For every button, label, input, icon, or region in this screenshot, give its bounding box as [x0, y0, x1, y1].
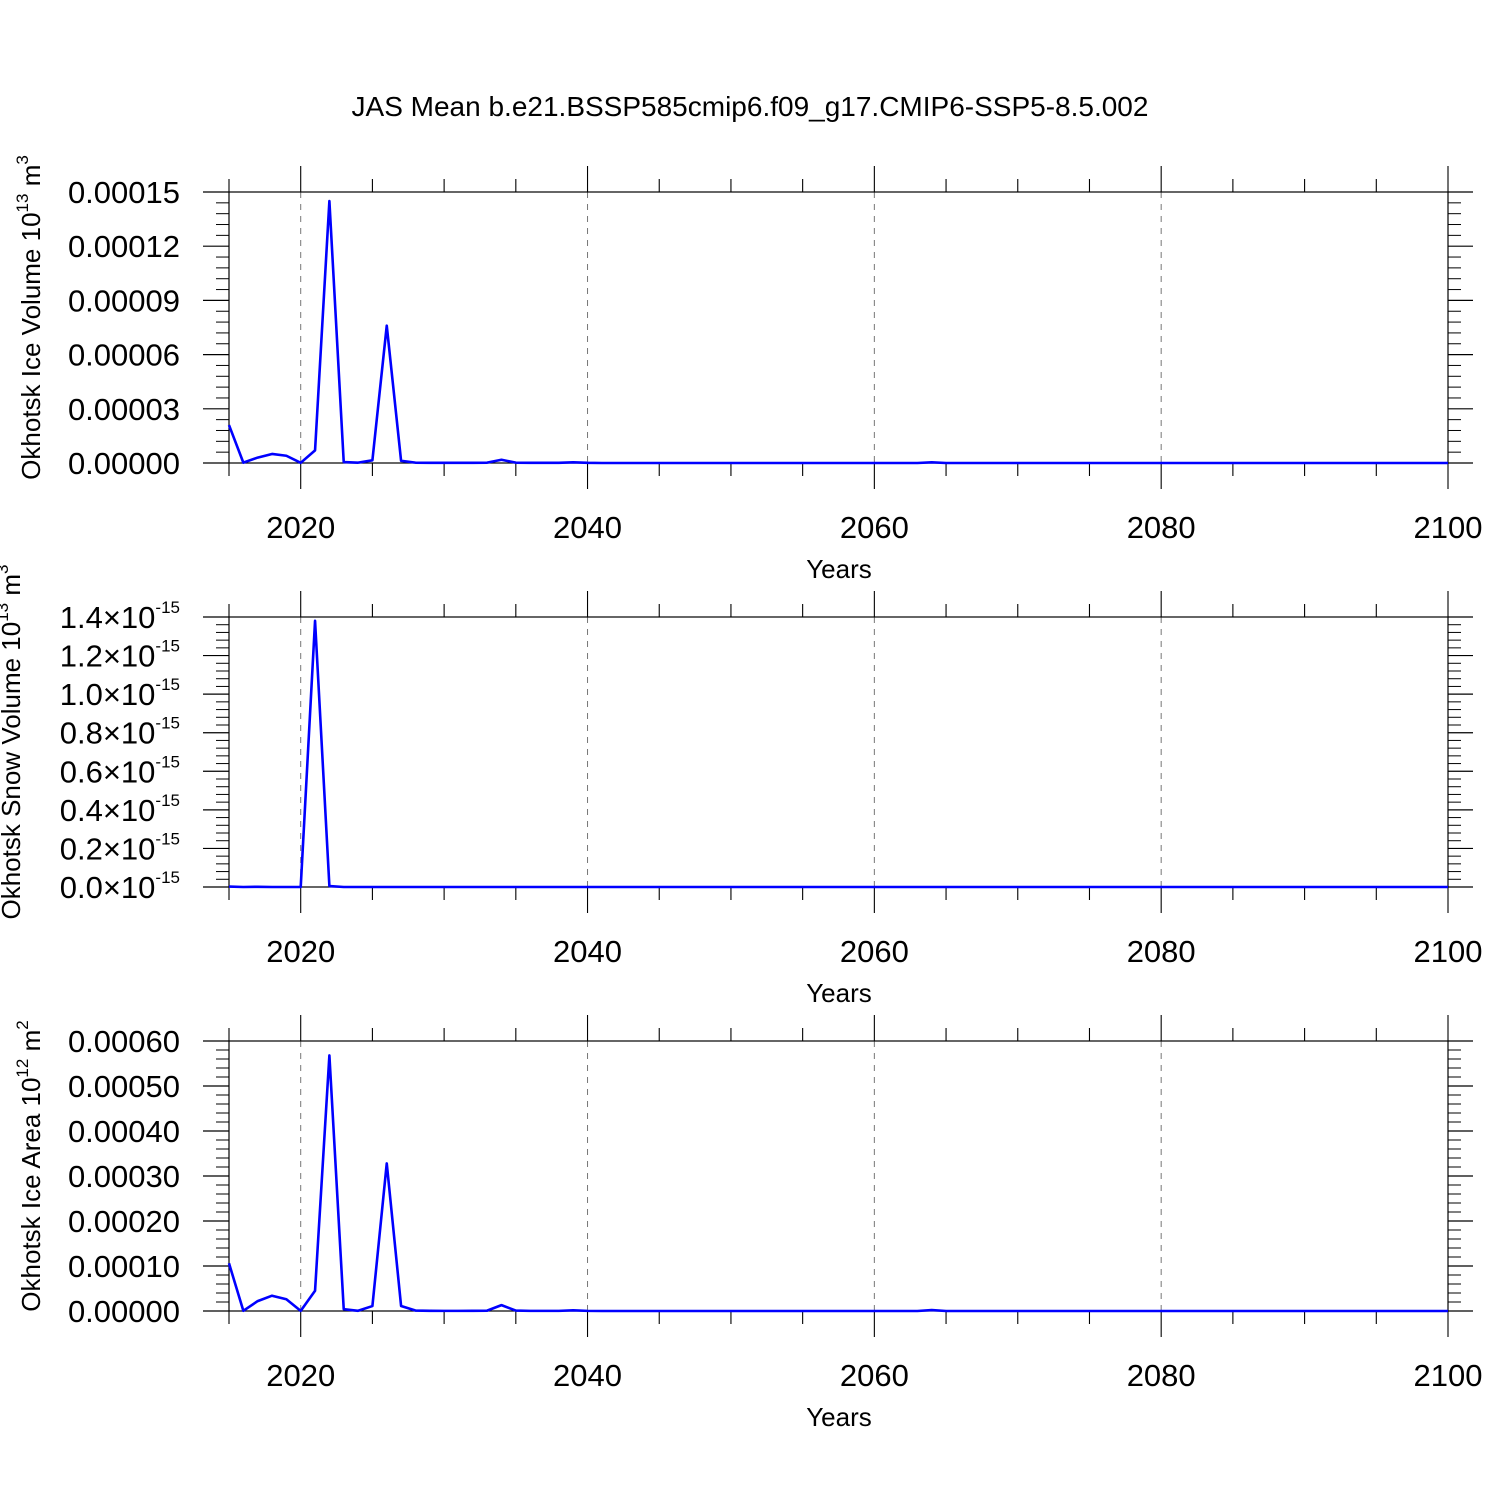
- y-tick-label: 0.0×10-15: [60, 868, 180, 905]
- chart-panel-1: 0.00000 0.00003 0.00006 0.00009 0.00012 0.000…: [13, 155, 1482, 584]
- y-tick-label: 0.00060: [68, 1024, 180, 1059]
- y-tick-label: 0.2×10-15: [60, 829, 180, 866]
- x-tick-label: 2060: [840, 1358, 909, 1393]
- chart-panel-3: 0.00000 0.00010 0.00020 0.00030 0.00040 0.000…: [13, 1015, 1482, 1432]
- chart-panel-2: 0.0×10-150.2×10-150.4×10-150.6×10-150.8×…: [0, 565, 1482, 1009]
- y-tick-label: 0.00000: [68, 446, 180, 481]
- y-tick-label: 1.0×10-15: [60, 675, 180, 712]
- x-axis-label: Years: [806, 554, 872, 584]
- y-tick-label: 1.4×10-15: [60, 598, 180, 635]
- figure-title: JAS Mean b.e21.BSSP585cmip6.f09_g17.CMIP…: [352, 91, 1149, 122]
- y-tick-label: 1.2×10-15: [60, 637, 180, 674]
- y-axis-label: Okhotsk Ice Area 1012 m2: [13, 1020, 46, 1311]
- y-tick-label: 0.00020: [68, 1204, 180, 1239]
- x-tick-label: 2020: [266, 1358, 335, 1393]
- x-tick-label: 2060: [840, 510, 909, 545]
- x-tick-label: 2080: [1127, 510, 1196, 545]
- data-series-line: [228, 619, 1448, 889]
- y-tick-label: 0.00006: [68, 338, 180, 373]
- x-tick-label: 2100: [1414, 934, 1483, 969]
- y-tick-label: 0.00009: [68, 283, 180, 318]
- panels: 0.00000 0.00003 0.00006 0.00009 0.00012 0.000…: [0, 155, 1482, 1432]
- y-tick-label: 0.00050: [68, 1069, 180, 1104]
- data-series-line: [227, 1054, 1448, 1313]
- plot-frame: [228, 616, 1449, 888]
- x-tick-label: 2060: [840, 934, 909, 969]
- y-tick-label: 0.00030: [68, 1159, 180, 1194]
- y-tick-label: 0.4×10-15: [60, 791, 180, 828]
- x-tick-label: 2080: [1127, 1358, 1196, 1393]
- x-axis-label: Years: [806, 978, 872, 1008]
- y-axis-label: Okhotsk Ice Volume 1013 m3: [13, 155, 46, 480]
- plot-frame: [228, 191, 1449, 464]
- y-tick-label: 0.00003: [68, 392, 180, 427]
- y-tick-label: 0.00000: [68, 1294, 180, 1329]
- y-tick-label: 0.6×10-15: [60, 752, 180, 789]
- x-tick-label: 2080: [1127, 934, 1196, 969]
- y-tick-label: 0.8×10-15: [60, 714, 180, 751]
- y-tick-label: 0.00040: [68, 1114, 180, 1149]
- x-tick-label: 2020: [266, 510, 335, 545]
- x-tick-label: 2100: [1414, 1358, 1483, 1393]
- y-tick-label: 0.00012: [68, 229, 180, 264]
- data-series-line: [227, 199, 1448, 465]
- x-axis-label: Years: [806, 1402, 872, 1432]
- y-tick-label: 0.00010: [68, 1249, 180, 1284]
- x-tick-label: 2100: [1414, 510, 1483, 545]
- x-tick-label: 2040: [553, 1358, 622, 1393]
- y-axis-label: Okhotsk Snow Volume 1013 m3: [0, 565, 26, 920]
- x-tick-label: 2040: [553, 934, 622, 969]
- x-tick-label: 2040: [553, 510, 622, 545]
- plot-frame: [228, 1040, 1449, 1312]
- y-tick-label: 0.00015: [68, 175, 180, 210]
- x-tick-label: 2020: [266, 934, 335, 969]
